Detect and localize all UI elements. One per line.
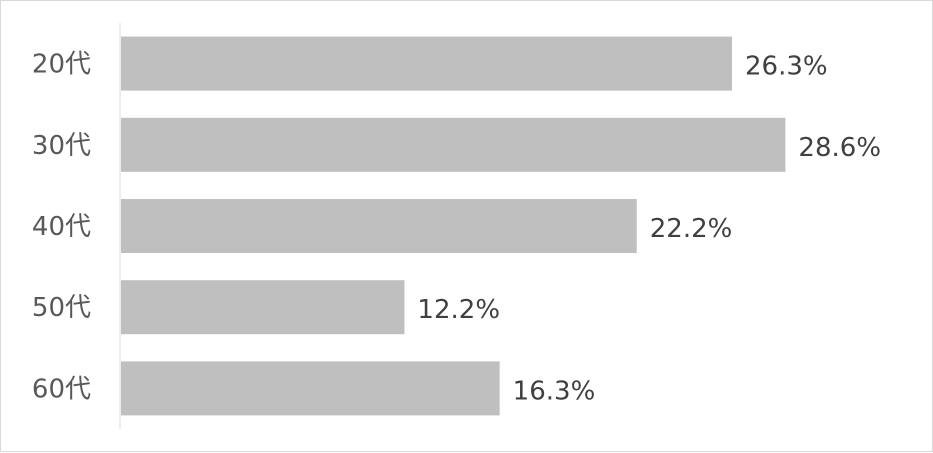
value-label-2: 28.6%: [798, 133, 881, 163]
category-label-4: 50代: [32, 293, 91, 323]
bar-2: [121, 117, 786, 172]
bar-4: [121, 280, 405, 335]
bar-1: [121, 36, 732, 91]
value-label-3: 22.2%: [650, 214, 733, 244]
category-label-2: 30代: [32, 131, 91, 161]
category-labels-group: 20代 30代 40代 50代 60代: [32, 50, 91, 405]
bar-3: [121, 199, 637, 253]
bar-5: [121, 361, 500, 416]
value-label-1: 26.3%: [745, 52, 828, 82]
category-label-1: 20代: [32, 50, 91, 80]
value-label-5: 16.3%: [513, 376, 596, 406]
value-label-4: 12.2%: [417, 295, 500, 325]
category-label-5: 60代: [32, 374, 91, 404]
bars-group: [121, 36, 786, 416]
category-label-3: 40代: [32, 212, 91, 242]
value-labels-group: 26.3% 28.6% 22.2% 12.2% 16.3%: [417, 52, 881, 407]
